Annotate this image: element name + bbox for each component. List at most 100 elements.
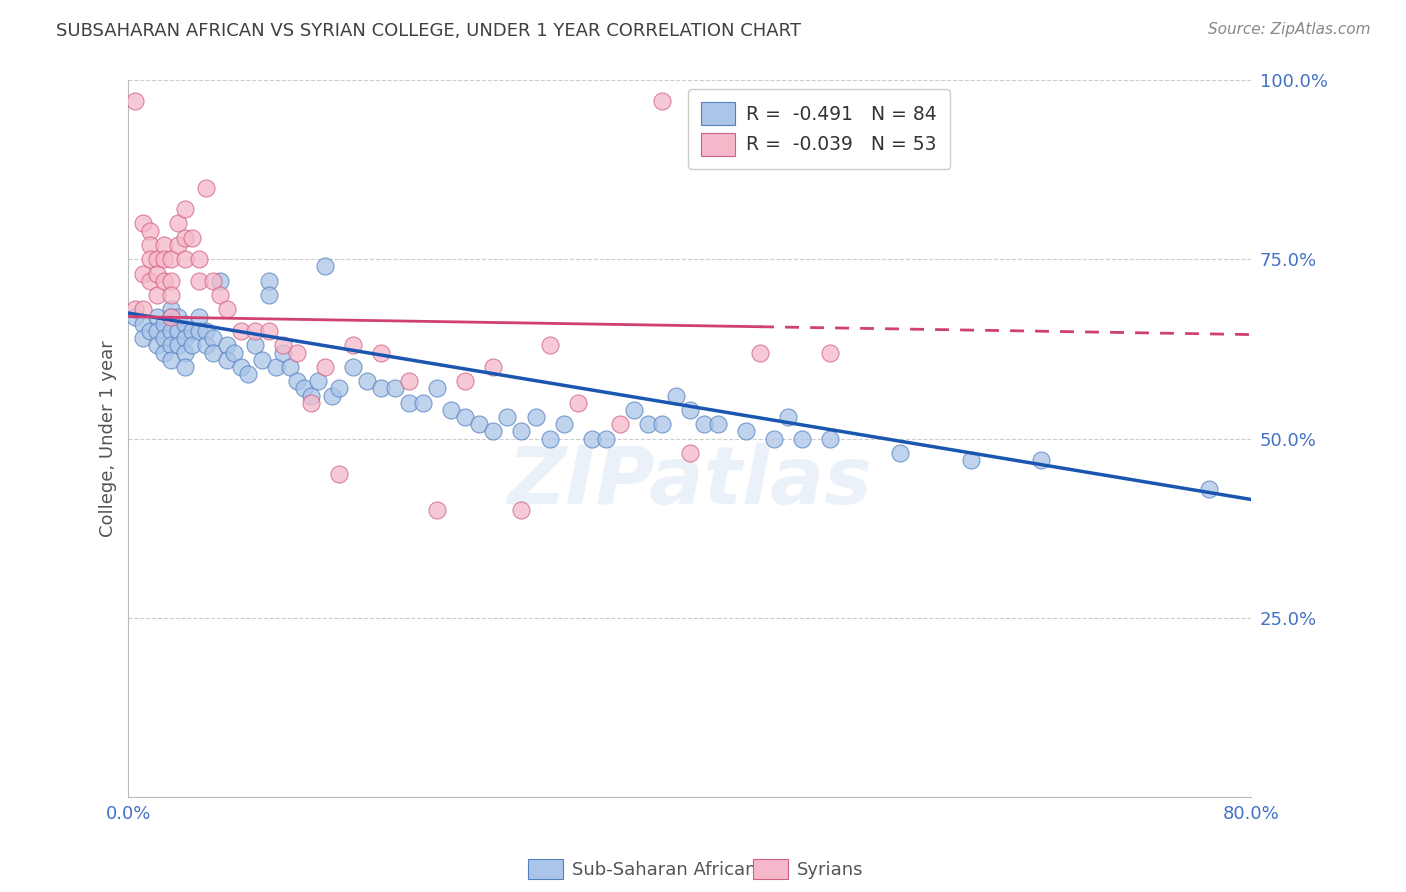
Point [145,267,167,281]
Point [180,231,202,245]
Point [173,331,195,345]
Point [384,381,406,395]
Point [342,338,364,352]
Point [292,381,315,395]
Point [553,417,575,432]
Point [510,425,533,439]
Point [250,352,273,367]
Point [482,359,505,374]
Point [792,432,814,446]
Point [581,432,603,446]
Point [222,345,245,359]
Point [1198,482,1220,496]
Point [166,238,188,252]
Point [131,317,153,331]
Point [166,216,188,230]
Point [651,95,673,109]
Point [243,324,266,338]
Point [679,446,702,460]
Point [356,374,378,388]
Point [538,432,561,446]
Point [159,310,181,324]
Point [595,432,617,446]
Text: SUBSAHARAN AFRICAN VS SYRIAN COLLEGE, UNDER 1 YEAR CORRELATION CHART: SUBSAHARAN AFRICAN VS SYRIAN COLLEGE, UN… [56,22,801,40]
Point [187,324,209,338]
Point [215,302,238,317]
Point [299,388,322,402]
Point [778,410,800,425]
Point [342,359,364,374]
Point [173,231,195,245]
Point [229,324,252,338]
Point [398,374,420,388]
Point [454,374,477,388]
Point [763,432,786,446]
Point [398,395,420,409]
Point [271,338,294,352]
Point [623,403,645,417]
Point [152,238,174,252]
Point [412,395,434,409]
Point [889,446,911,460]
Point [159,324,181,338]
Point [152,331,174,345]
Text: ZIPatlas: ZIPatlas [508,442,873,521]
Point [468,417,491,432]
Point [131,302,153,317]
Point [159,338,181,352]
Text: Sub-Saharan Africans: Sub-Saharan Africans [572,861,766,879]
Point [166,310,188,324]
Point [145,310,167,324]
Point [194,180,217,194]
Point [820,345,842,359]
Text: Syrians: Syrians [797,861,863,879]
Point [496,410,519,425]
Point [145,338,167,352]
Point [201,274,224,288]
Point [124,302,146,317]
Point [820,432,842,446]
Point [166,338,188,352]
Point [145,324,167,338]
Point [138,274,160,288]
Point [609,417,631,432]
Point [145,288,167,302]
Point [370,345,392,359]
Point [180,338,202,352]
Point [159,302,181,317]
Point [152,317,174,331]
Point [693,417,716,432]
Point [208,274,231,288]
Point [482,425,505,439]
Point [201,345,224,359]
Point [243,338,266,352]
Point [152,345,174,359]
Point [187,252,209,267]
Point [538,338,561,352]
Point [201,331,224,345]
Point [173,345,195,359]
Point [180,324,202,338]
Point [173,252,195,267]
Point [440,403,463,417]
Point [749,345,772,359]
Point [194,324,217,338]
Point [173,202,195,216]
Point [257,274,280,288]
Point [159,288,181,302]
Point [215,352,238,367]
Point [159,252,181,267]
Point [194,338,217,352]
Y-axis label: College, Under 1 year: College, Under 1 year [100,340,117,537]
Point [524,410,547,425]
Point [138,324,160,338]
Point [229,359,252,374]
Point [1029,453,1052,467]
Point [299,395,322,409]
Point [278,359,301,374]
Point [131,216,153,230]
Point [426,381,449,395]
Point [145,252,167,267]
Point [285,374,308,388]
Point [215,338,238,352]
